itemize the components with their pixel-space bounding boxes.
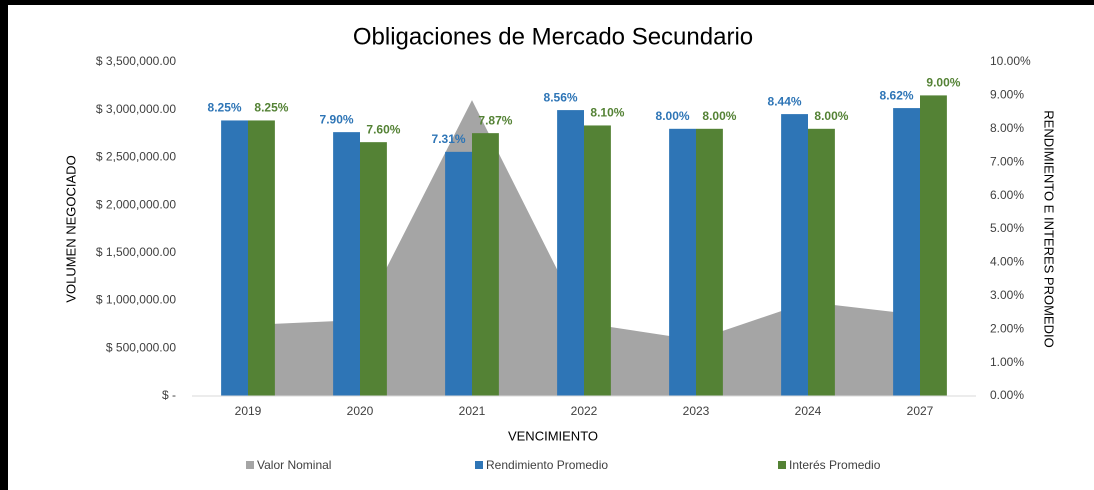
bar (360, 142, 387, 396)
bar (472, 133, 499, 396)
legend-swatch (778, 461, 786, 469)
y-tick-label: $ 1,500,000.00 (96, 245, 176, 259)
data-label: 8.00% (702, 109, 736, 123)
data-label: 8.56% (544, 90, 578, 104)
x-tick-label: 2019 (235, 404, 262, 418)
y-tick-label: $ 3,500,000.00 (96, 54, 176, 68)
y2-axis-title: RENDIMIENTO E INTERES PROMEDIO (1042, 110, 1057, 347)
bar (893, 108, 920, 396)
left-border (0, 0, 8, 490)
data-label: 7.60% (366, 122, 400, 136)
bar (248, 120, 275, 396)
y2-tick-label: 0.00% (990, 388, 1024, 402)
data-label: 8.00% (814, 109, 848, 123)
bar (333, 132, 360, 396)
y2-tick-label: 3.00% (990, 288, 1024, 302)
legend-label: Valor Nominal (257, 458, 331, 472)
x-tick-label: 2024 (795, 404, 822, 418)
area (248, 100, 920, 397)
x-tick-label: 2020 (347, 404, 374, 418)
y-tick-label: $ 3,000,000.00 (96, 102, 176, 116)
y2-tick-label: 8.00% (990, 121, 1024, 135)
y2-tick-label: 7.00% (990, 154, 1024, 168)
data-label: 8.44% (768, 94, 802, 108)
bar (445, 151, 472, 396)
y2-tick-label: 1.00% (990, 355, 1024, 369)
y2-tick-label: 4.00% (990, 255, 1024, 269)
bar (920, 95, 947, 397)
data-label: 7.87% (478, 113, 512, 127)
bar (669, 128, 696, 397)
top-border (0, 0, 1094, 5)
legend-swatch (246, 461, 254, 469)
legend-label: Interés Promedio (789, 458, 881, 472)
data-label: 7.90% (320, 112, 354, 126)
bar (696, 128, 723, 397)
bar (557, 110, 584, 396)
bar (584, 125, 611, 397)
bar (808, 128, 835, 397)
data-label: 8.25% (208, 101, 242, 115)
chart-title: Obligaciones de Mercado Secundario (353, 23, 753, 50)
legend-swatch (475, 461, 483, 469)
x-tick-label: 2023 (683, 404, 710, 418)
y2-tick-label: 9.00% (990, 88, 1024, 102)
y2-tick-label: 10.00% (990, 54, 1031, 68)
data-label: 8.62% (880, 88, 914, 102)
x-axis-title: VENCIMIENTO (508, 428, 598, 443)
y-tick-label: $ - (162, 388, 176, 402)
x-tick-label: 2021 (459, 404, 486, 418)
y-tick-label: $ 500,000.00 (106, 340, 176, 354)
x-tick-label: 2022 (571, 404, 598, 418)
x-tick-label: 2027 (907, 404, 934, 418)
y-tick-label: $ 1,000,000.00 (96, 293, 176, 307)
data-label: 9.00% (926, 76, 960, 90)
data-label: 8.10% (590, 106, 624, 120)
data-label: 7.31% (432, 132, 466, 146)
y-axis-title: VOLUMEN NEGOCIADO (63, 155, 78, 302)
bar (781, 114, 808, 396)
y-tick-label: $ 2,500,000.00 (96, 150, 176, 164)
y2-tick-label: 5.00% (990, 221, 1024, 235)
y2-tick-label: 2.00% (990, 321, 1024, 335)
data-label: 8.25% (254, 101, 288, 115)
y-tick-label: $ 2,000,000.00 (96, 197, 176, 211)
bar (221, 120, 248, 396)
y2-tick-label: 6.00% (990, 188, 1024, 202)
legend-label: Rendimiento Promedio (486, 458, 608, 472)
data-label: 8.00% (656, 109, 690, 123)
